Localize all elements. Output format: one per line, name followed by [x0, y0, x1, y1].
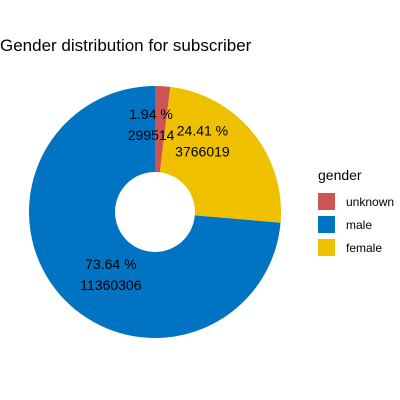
count-label-unknown: 299514: [128, 127, 175, 143]
slice-unknown: [155, 86, 171, 173]
legend-label-male: male: [346, 217, 373, 232]
count-label-male: 11360306: [80, 277, 141, 293]
count-label-female: 3766019: [175, 144, 230, 160]
legend-item-male: male: [318, 213, 394, 236]
legend-label-unknown: unknown: [346, 194, 395, 209]
percent-label-female: 24.41 %: [177, 123, 228, 139]
slice-female: [159, 86, 281, 223]
percent-label-male: 73.64 %: [85, 256, 136, 272]
legend-item-female: female: [318, 236, 394, 259]
legend-item-unknown: unknown: [318, 190, 394, 213]
chart-title: Gender distribution for subscriber: [0, 36, 252, 55]
percent-label-unknown: 1.94 %: [129, 106, 173, 122]
legend-swatch-female: [318, 239, 335, 256]
slice-male: [29, 86, 281, 338]
legend-swatch-male: [318, 216, 335, 233]
legend-label-female: female: [346, 240, 383, 255]
legend-title: gender: [318, 167, 362, 183]
legend: gender unknown male female: [318, 167, 394, 259]
legend-swatch-unknown: [318, 193, 335, 210]
